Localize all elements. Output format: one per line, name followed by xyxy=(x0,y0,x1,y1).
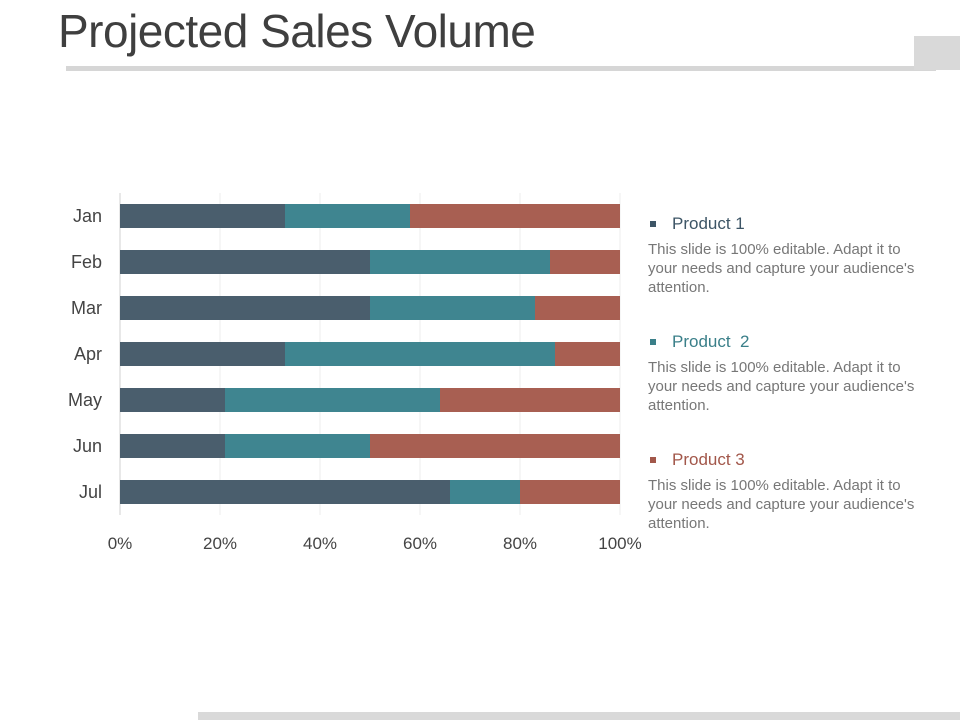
bar-segment-jun xyxy=(225,434,370,458)
y-tick-label: Jan xyxy=(73,206,102,226)
x-tick-label: 40% xyxy=(303,534,337,553)
title-divider xyxy=(66,66,936,71)
bar-segment-jan xyxy=(285,204,410,228)
bar-segment-may xyxy=(440,388,620,412)
legend-item-product-1: Product 1 This slide is 100% editable. A… xyxy=(648,214,918,297)
corner-decoration xyxy=(914,36,960,70)
bar-segment-apr xyxy=(555,342,620,366)
x-tick-label: 80% xyxy=(503,534,537,553)
page-title: Projected Sales Volume xyxy=(58,5,536,57)
y-tick-label: Mar xyxy=(71,298,102,318)
bar-segment-feb xyxy=(550,250,620,274)
bar-segment-jul xyxy=(450,480,520,504)
bar-segment-feb xyxy=(370,250,550,274)
bar-segment-jun xyxy=(370,434,620,458)
bar-segment-apr xyxy=(120,342,285,366)
legend-description: This slide is 100% editable. Adapt it to… xyxy=(648,477,915,532)
bar-segment-mar xyxy=(370,296,535,320)
square-bullet-icon xyxy=(650,457,656,463)
x-tick-label: 0% xyxy=(108,534,133,553)
bar-segment-jun xyxy=(120,434,225,458)
bar-segment-mar xyxy=(120,296,370,320)
bar-segment-jan xyxy=(120,204,285,228)
legend-label: Product 2 xyxy=(672,332,750,351)
legend-title: Product 2 xyxy=(648,332,918,352)
legend-item-product-3: Product 3 This slide is 100% editable. A… xyxy=(648,450,918,533)
legend-title: Product 3 xyxy=(648,450,918,470)
legend-label: Product 1 xyxy=(672,214,745,233)
legend-label: Product 3 xyxy=(672,450,745,469)
bottom-decoration-bar xyxy=(198,712,960,720)
legend-description: This slide is 100% editable. Adapt it to… xyxy=(648,359,915,414)
y-tick-label: Apr xyxy=(74,344,102,364)
bar-segment-may xyxy=(225,388,440,412)
bar-segment-jul xyxy=(520,480,620,504)
y-tick-label: Feb xyxy=(71,252,102,272)
stacked-bar-chart: Jan Feb Mar Apr May Jun Jul 0% 20% 40% 60% 80% 100% xyxy=(68,193,642,553)
y-tick-label: Jul xyxy=(79,482,102,502)
bar-segment-jul xyxy=(120,480,450,504)
legend-item-product-2: Product 2 This slide is 100% editable. A… xyxy=(648,332,918,415)
legend-title: Product 1 xyxy=(648,214,918,234)
x-tick-label: 20% xyxy=(203,534,237,553)
bar-segment-mar xyxy=(535,296,620,320)
square-bullet-icon xyxy=(650,339,656,345)
x-tick-label: 60% xyxy=(403,534,437,553)
bar-segment-jan xyxy=(410,204,620,228)
y-tick-label: May xyxy=(68,390,102,410)
legend-description: This slide is 100% editable. Adapt it to… xyxy=(648,241,915,296)
y-tick-label: Jun xyxy=(73,436,102,456)
square-bullet-icon xyxy=(650,221,656,227)
bar-segment-feb xyxy=(120,250,370,274)
bar-segment-may xyxy=(120,388,225,412)
bar-segment-apr xyxy=(285,342,555,366)
x-tick-label: 100% xyxy=(598,534,641,553)
